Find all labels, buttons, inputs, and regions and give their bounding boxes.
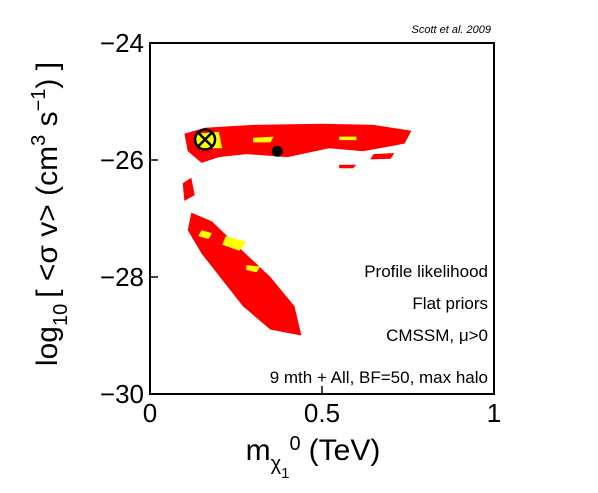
region-68-patch-2 <box>339 136 357 141</box>
y-axis-label-log: log <box>31 326 64 366</box>
x-axis-label-unit: (TeV) <box>309 434 381 467</box>
y-tick-label-2: −28 <box>100 262 144 292</box>
y-axis-label-sup3: 3 <box>28 135 50 146</box>
y-axis-label-body: [ <σ v> (cm <box>31 146 64 298</box>
x-axis-label-subscript: χ <box>271 453 282 475</box>
region-95-patch-4 <box>339 164 357 169</box>
y-axis-label-sup-minus1: −1 <box>28 89 50 112</box>
x-axis-label-symbol: m <box>246 434 271 467</box>
x-tick-label-0: 0 <box>143 398 157 428</box>
x-axis-label: mχ10 (TeV) <box>246 433 381 482</box>
annotation-dataset: 9 mth + All, BF=50, max halo <box>270 368 488 387</box>
y-axis-label-close: ) ] <box>31 62 64 89</box>
region-95-patch-3 <box>370 153 395 160</box>
annotation-profile-likelihood: Profile likelihood <box>364 262 488 281</box>
y-tick-label-0: −24 <box>100 28 144 58</box>
x-axis-label-superscript: 0 <box>290 433 301 455</box>
annotation-flat-priors: Flat priors <box>412 294 488 313</box>
confidence-regions <box>182 123 412 336</box>
x-tick-label-1: 0.5 <box>304 398 340 428</box>
region-95-patch-1 <box>182 177 195 201</box>
credit-text: Scott et al. 2009 <box>412 24 492 36</box>
region-68-patch-5 <box>246 265 261 273</box>
region-68-patch-1 <box>253 136 274 143</box>
best-fit-cross-b <box>197 131 213 148</box>
region-95-patch-0 <box>184 123 412 163</box>
x-axis-label-subscript-index: 1 <box>281 465 289 482</box>
y-axis-label: log10 [ <σ v> (cm3 s−1) ] <box>28 62 72 366</box>
y-axis-label-s: s <box>31 111 64 134</box>
y-axis-label-subscript: 10 <box>50 304 72 326</box>
y-tick-label-3: −30 <box>100 379 144 409</box>
annotation-model: CMSSM, μ>0 <box>386 326 488 345</box>
region-95-patch-2 <box>187 212 302 336</box>
x-tick-label-2: 1 <box>487 398 501 428</box>
posterior-mean-marker <box>271 145 283 157</box>
best-fit-marker <box>193 128 217 151</box>
region-68-patch-3 <box>222 236 247 251</box>
y-tick-label-1: −26 <box>100 145 144 175</box>
markers <box>193 128 283 157</box>
axis-ticks: 0 0.5 1 −24 −26 −28 −30 <box>100 28 501 428</box>
region-68-patch-4 <box>198 230 212 239</box>
annotation-block: Profile likelihood Flat priors CMSSM, μ>… <box>270 262 488 387</box>
